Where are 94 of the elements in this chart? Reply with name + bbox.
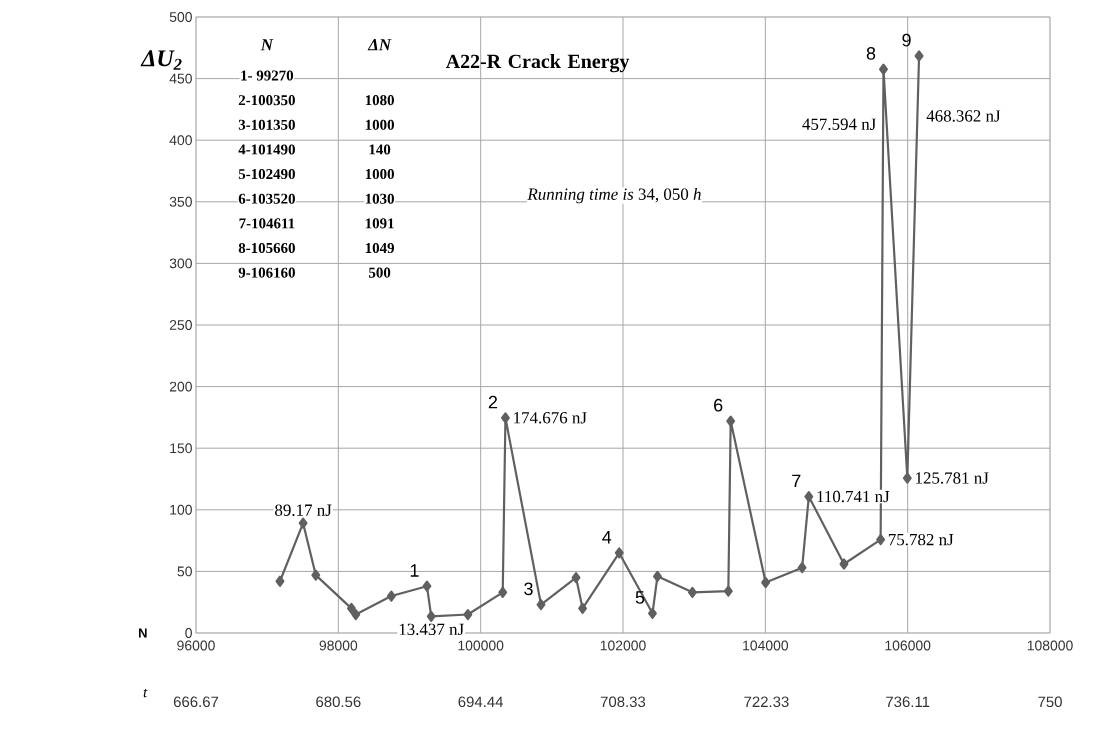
x-tick-label: 104000 [743, 640, 789, 651]
x-axis-title: N [138, 628, 147, 638]
annotation: 4 [602, 531, 612, 544]
data-label: 468.362 nJ [926, 110, 1001, 122]
annotation: 6-103520 [238, 193, 295, 204]
point [761, 576, 771, 589]
annotation: ΔN [367, 39, 392, 51]
y-tick-label: 50 [177, 566, 192, 577]
x-tick-label: 108000 [1027, 640, 1073, 651]
y-tick-label: 100 [170, 504, 192, 515]
x2-axis-title: t [143, 688, 148, 698]
annotation: 5-102490 [238, 169, 295, 180]
annotation: 9-106160 [238, 267, 295, 278]
y-tick-label: 400 [169, 135, 192, 146]
annotation: 2 [488, 395, 498, 409]
point [726, 415, 736, 427]
x-tick-label: 106000 [885, 640, 931, 651]
data-label: 125.781 nJ [916, 472, 989, 484]
data-label: 457.594 nJ [802, 118, 876, 130]
data-label: 110.741 nJ [817, 490, 890, 503]
point [804, 490, 814, 503]
x2-tick-label: 666.67 [173, 696, 219, 708]
annotation: 8 [866, 47, 876, 60]
x2-tick-label: 708.33 [600, 696, 646, 708]
annotation: 6 [714, 398, 723, 412]
x2-tick-label: 736.11 [886, 696, 930, 708]
annotation: 5 [635, 591, 645, 604]
point [578, 602, 588, 614]
y-tick-label: 450 [169, 73, 192, 84]
point [797, 562, 807, 574]
point [614, 547, 624, 559]
point [426, 610, 436, 623]
annotation: 7-104611 [239, 218, 295, 229]
point [914, 50, 924, 62]
annotation: 7 [792, 474, 801, 488]
x-tick-label: 100000 [458, 640, 504, 651]
point [687, 586, 697, 598]
annotation: 140 [369, 144, 391, 155]
point [879, 63, 888, 75]
annotation: 3-101350 [238, 119, 295, 130]
y-tick-label: 500 [169, 12, 192, 22]
annotation: 1030 [365, 193, 394, 204]
x-tick-label: 96000 [177, 640, 215, 651]
point [652, 570, 662, 582]
data-label: 13.437 nJ [399, 623, 464, 636]
y-tick-label: 150 [170, 443, 192, 454]
y-axis-title: ΔU$_{2}$ [140, 50, 182, 70]
annotation: 8-105660 [238, 242, 295, 254]
annotation: 1- 99270 [241, 70, 294, 81]
point [275, 575, 285, 587]
point [351, 608, 361, 621]
point [422, 580, 432, 592]
point [386, 590, 396, 602]
annotation: 1000 [365, 119, 394, 130]
point [648, 607, 657, 619]
y-tick-label: 200 [169, 381, 192, 392]
annotation: 1000 [365, 169, 394, 180]
x2-tick-label: 750 [1038, 696, 1062, 708]
point [536, 599, 546, 611]
point [902, 472, 912, 484]
text: A22-R Crack Energy [445, 54, 630, 73]
y-tick-label: 250 [169, 320, 192, 330]
point [500, 412, 510, 424]
point [346, 602, 356, 614]
annotation: 1049 [365, 242, 395, 254]
y-tick-label: 350 [169, 196, 192, 207]
point [839, 558, 849, 570]
point [876, 534, 886, 546]
data-label: 174.676 nJ [514, 412, 587, 424]
annotation: 2-100350 [238, 95, 295, 106]
annotation: 4-101490 [238, 144, 295, 155]
annotation: 1 [410, 564, 419, 577]
x-tick-label: 98000 [319, 640, 358, 651]
annotation: 9 [902, 33, 911, 47]
x2-tick-label: 694.44 [458, 696, 504, 708]
point [463, 608, 473, 621]
data-label: 75.782 nJ [888, 533, 954, 546]
y-tick-label: 300 [169, 258, 192, 269]
annotation: N [260, 39, 274, 51]
annotation: 500 [369, 267, 391, 278]
point [311, 569, 321, 581]
annotation: 1091 [365, 218, 394, 229]
point [723, 585, 733, 597]
annotation: Running time is 34, 050 h [527, 187, 701, 204]
annotation: 3 [524, 582, 533, 596]
x2-tick-label: 680.56 [316, 696, 361, 708]
point [498, 586, 508, 598]
point [571, 571, 581, 584]
data-label: 89.17 nJ [275, 504, 332, 516]
x2-tick-label: 722.33 [744, 696, 789, 708]
point [298, 517, 308, 529]
annotation: 1080 [365, 95, 394, 106]
y-tick-label: 0 [185, 628, 192, 638]
x-tick-label: 102000 [600, 640, 646, 651]
